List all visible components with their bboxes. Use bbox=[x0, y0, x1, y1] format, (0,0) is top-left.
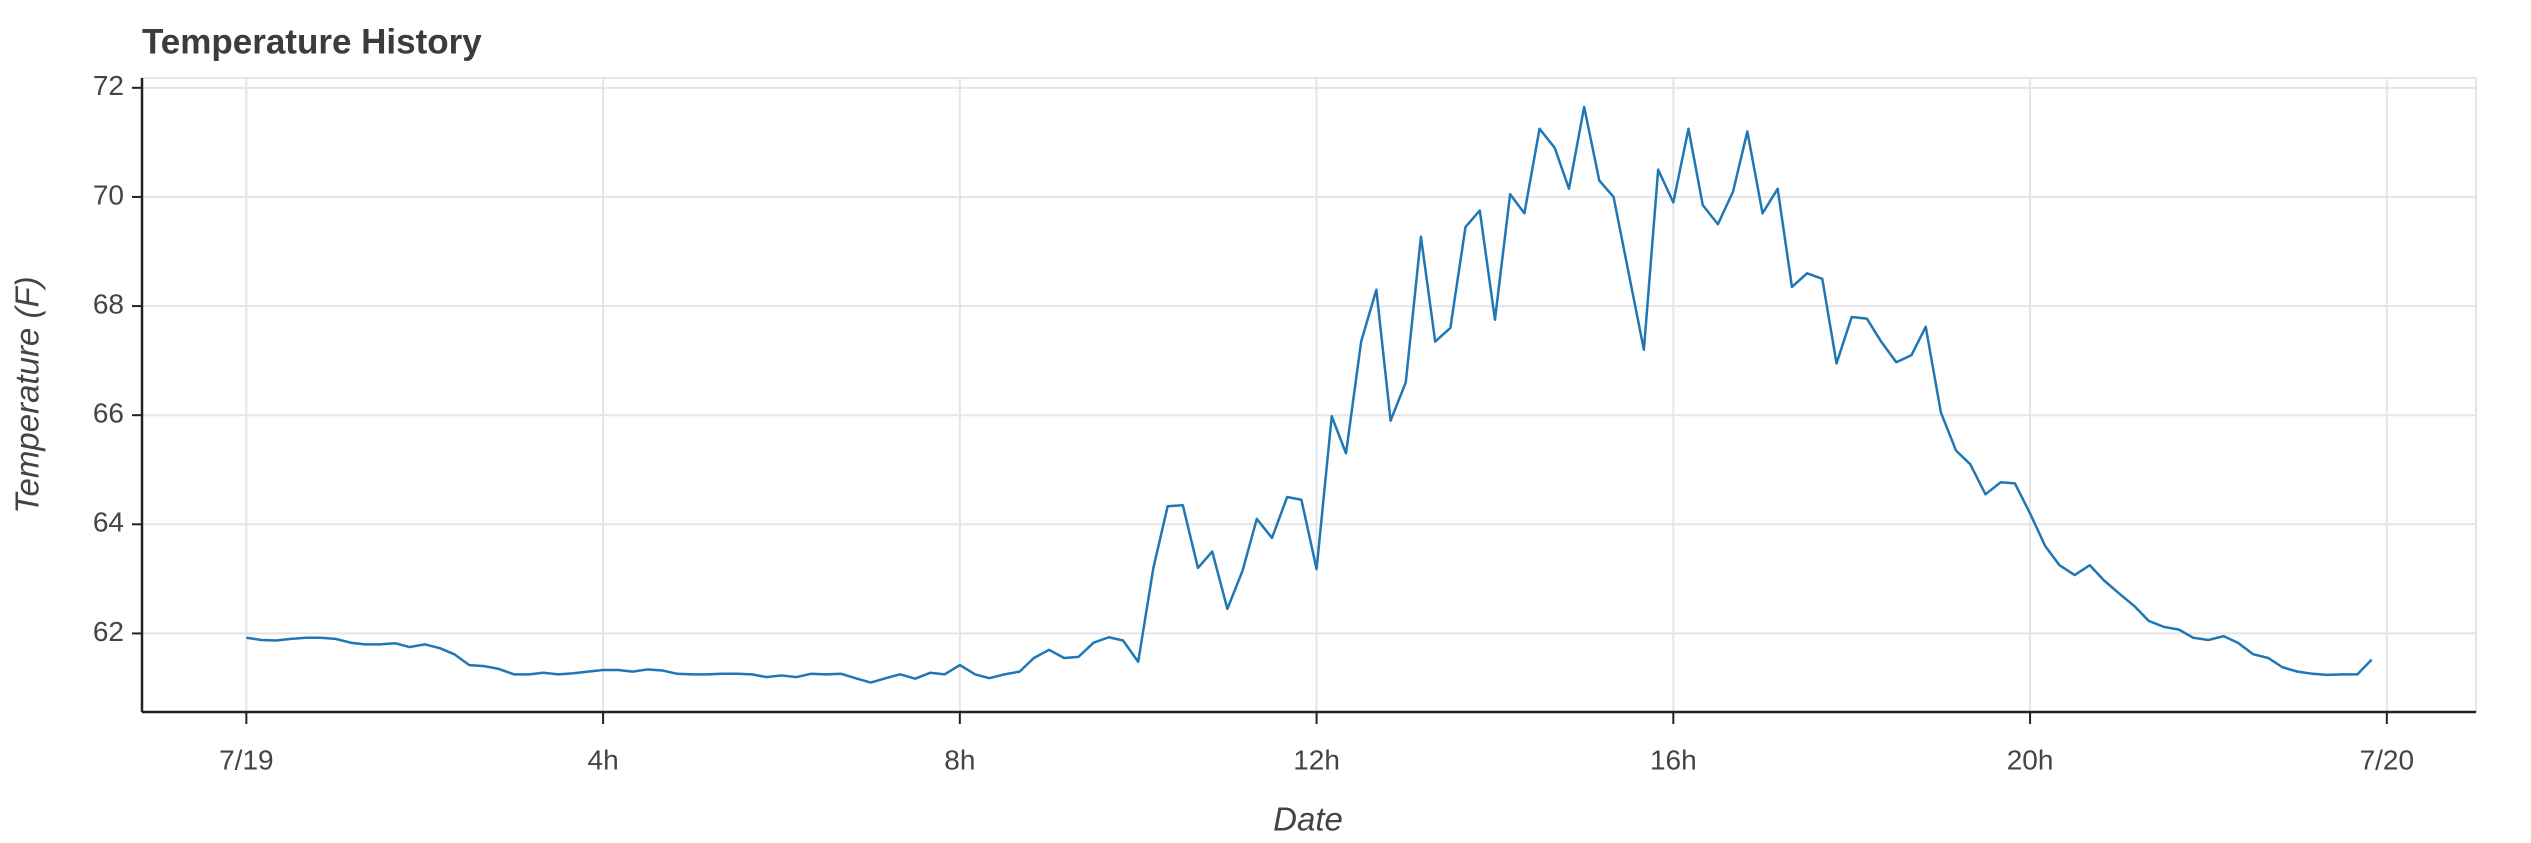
x-tick-label: 7/19 bbox=[219, 744, 274, 775]
x-tick-label: 16h bbox=[1650, 744, 1697, 775]
x-tick-label: 4h bbox=[588, 744, 619, 775]
x-tick-label: 7/20 bbox=[2360, 744, 2415, 775]
y-tick-label: 62 bbox=[93, 616, 124, 647]
x-axis-label: Date bbox=[1273, 801, 1343, 838]
chart-title: Temperature History bbox=[142, 22, 482, 61]
y-tick-label: 72 bbox=[93, 70, 124, 101]
line-series bbox=[246, 105, 2373, 684]
y-tick-label: 66 bbox=[93, 398, 124, 429]
y-tick-label: 70 bbox=[93, 179, 124, 210]
plot-frame bbox=[141, 77, 2477, 713]
x-tick-label: 8h bbox=[944, 744, 975, 775]
y-tick-label: 64 bbox=[93, 507, 124, 538]
y-tick-label: 68 bbox=[93, 288, 124, 319]
x-tick-label: 20h bbox=[2007, 744, 2054, 775]
y-axis-label: Temperature (F) bbox=[9, 276, 46, 513]
x-tick-label: 12h bbox=[1293, 744, 1340, 775]
